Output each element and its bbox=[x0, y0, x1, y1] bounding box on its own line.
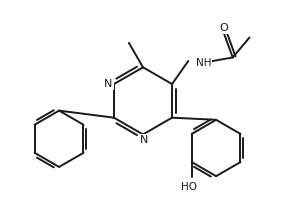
Text: O: O bbox=[219, 23, 228, 33]
Text: HO: HO bbox=[181, 182, 197, 192]
Text: N: N bbox=[104, 79, 113, 89]
Text: N: N bbox=[140, 135, 148, 145]
Text: NH: NH bbox=[196, 58, 211, 68]
